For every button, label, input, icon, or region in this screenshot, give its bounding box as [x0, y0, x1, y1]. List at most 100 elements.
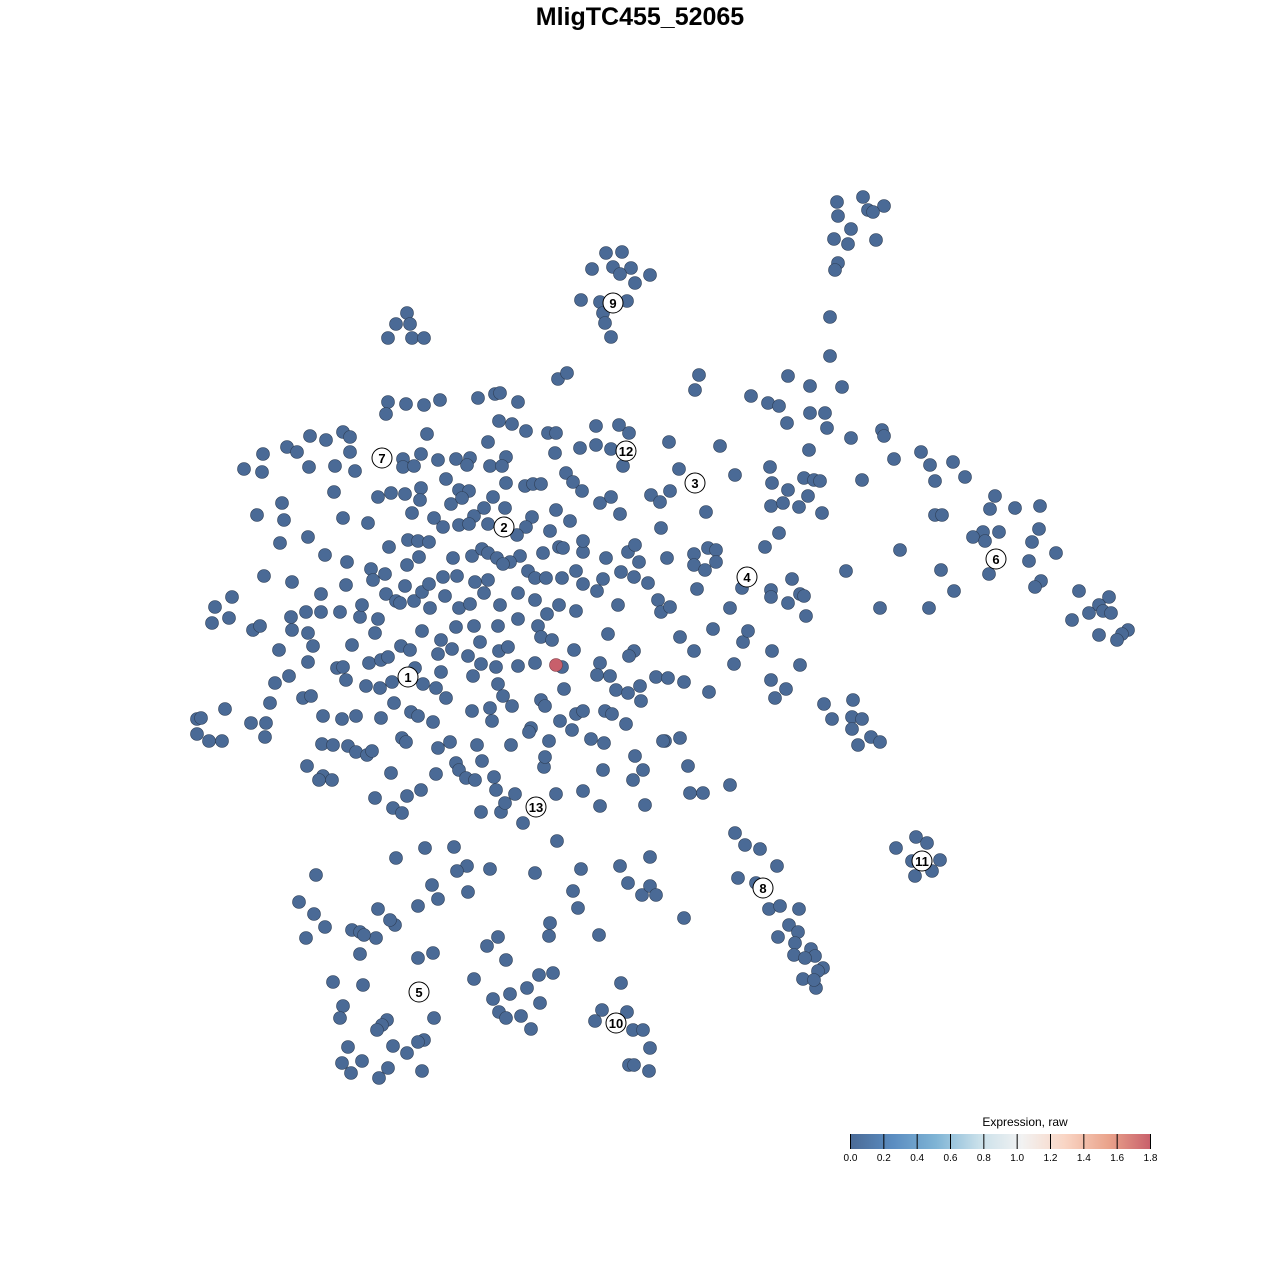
data-point [339, 673, 353, 687]
cluster-label-text: 1 [404, 670, 411, 685]
data-point [627, 570, 641, 584]
data-point [593, 799, 607, 813]
data-point [681, 759, 695, 773]
data-point [982, 567, 996, 581]
data-point [412, 550, 426, 564]
data-point [447, 840, 461, 854]
data-point [301, 655, 315, 669]
data-point [1022, 554, 1036, 568]
data-point [738, 838, 752, 852]
data-point [613, 267, 627, 281]
data-point [818, 406, 832, 420]
data-point [299, 931, 313, 945]
data-point [318, 920, 332, 934]
data-point [781, 596, 795, 610]
data-point [599, 551, 613, 565]
data-point [314, 587, 328, 601]
data-point [423, 601, 437, 615]
data-point [455, 491, 469, 505]
data-point [1033, 499, 1047, 513]
data-point [914, 445, 928, 459]
cluster-label-6: 6 [985, 548, 1007, 570]
legend-title: Expression, raw [982, 1115, 1068, 1129]
data-point [340, 555, 354, 569]
data-point [303, 429, 317, 443]
cluster-label-text: 7 [378, 451, 385, 466]
colorbar-tick-label: 1.0 [1010, 1153, 1025, 1164]
data-point [344, 1066, 358, 1080]
data-point [461, 885, 475, 899]
data-point [947, 584, 961, 598]
data-point [290, 445, 304, 459]
data-point [844, 431, 858, 445]
data-point [934, 563, 948, 577]
data-point [398, 487, 412, 501]
data-point [741, 624, 755, 638]
data-point [489, 660, 503, 674]
data-point [992, 525, 1006, 539]
data-point [536, 546, 550, 560]
data-point [649, 670, 663, 684]
data-point [698, 563, 712, 577]
data-point [381, 650, 395, 664]
data-point [803, 406, 817, 420]
data-point [205, 616, 219, 630]
data-point [803, 379, 817, 393]
data-point [839, 564, 853, 578]
data-point [589, 419, 603, 433]
data-point [416, 677, 430, 691]
data-point [384, 766, 398, 780]
data-point [599, 246, 613, 260]
data-point [491, 619, 505, 633]
data-point [335, 1056, 349, 1070]
data-point [284, 610, 298, 624]
data-point [653, 495, 667, 509]
cluster-label-text: 6 [992, 552, 999, 567]
data-point [593, 656, 607, 670]
data-point [807, 973, 821, 987]
data-point [983, 502, 997, 516]
data-point [677, 675, 691, 689]
data-point [467, 972, 481, 986]
data-point [709, 555, 723, 569]
data-point [368, 791, 382, 805]
data-point [309, 868, 323, 882]
data-point [908, 869, 922, 883]
data-point [353, 947, 367, 961]
cluster-label-text: 5 [415, 985, 422, 1000]
data-point [634, 694, 648, 708]
data-point [866, 205, 880, 219]
data-point [723, 778, 737, 792]
data-point [418, 841, 432, 855]
data-point [445, 642, 459, 656]
data-point [566, 884, 580, 898]
data-point [540, 607, 554, 621]
data-point [483, 862, 497, 876]
data-point [781, 483, 795, 497]
data-point [504, 738, 518, 752]
data-point [498, 501, 512, 515]
data-point [643, 268, 657, 282]
data-point [642, 1064, 656, 1078]
data-point [696, 786, 710, 800]
data-point [434, 665, 448, 679]
data-point [511, 586, 525, 600]
data-point [661, 671, 675, 685]
data-point [514, 1009, 528, 1023]
data-point [744, 389, 758, 403]
data-point [477, 586, 491, 600]
colorbar-gradient [850, 1134, 1151, 1149]
data-point [753, 842, 767, 856]
data-point [644, 488, 658, 502]
data-point [792, 500, 806, 514]
data-point [348, 464, 362, 478]
data-point [208, 600, 222, 614]
data-point [365, 744, 379, 758]
data-point [422, 577, 436, 591]
data-point [470, 738, 484, 752]
data-point [300, 759, 314, 773]
data-point [731, 871, 745, 885]
data-point [549, 787, 563, 801]
data-point [663, 600, 677, 614]
